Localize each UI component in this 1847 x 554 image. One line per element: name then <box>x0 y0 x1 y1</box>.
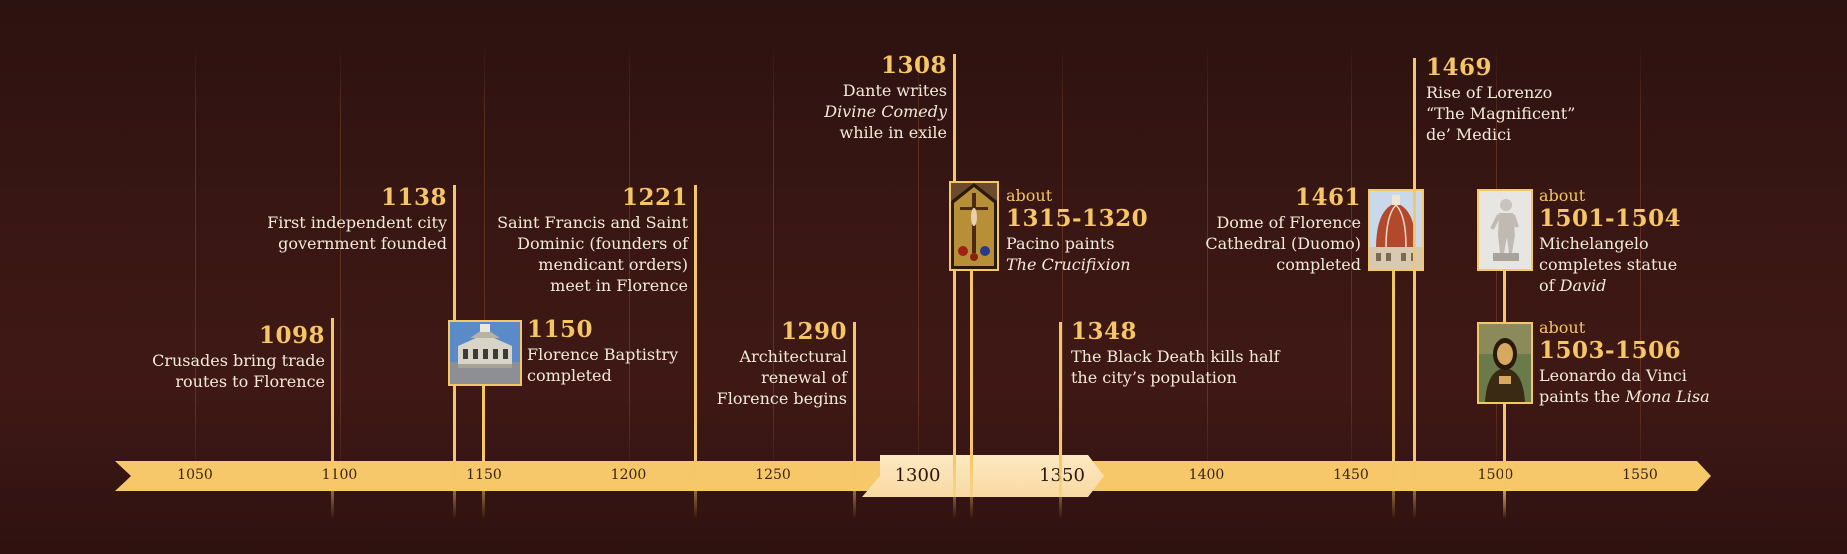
event-description-line: Dante writes <box>842 81 947 100</box>
tick-label: 1550 <box>1622 467 1658 483</box>
gridline <box>1206 40 1208 490</box>
tick-label: 1200 <box>610 467 647 483</box>
david-image <box>1477 189 1533 271</box>
event-description-line: Architectural <box>739 347 847 366</box>
event-description-line: Florence begins <box>716 389 847 408</box>
event-stem <box>1413 58 1416 519</box>
event-dante: 1308 Dante writes Divine Comedy while in ex… <box>824 52 947 143</box>
event-stem <box>482 372 485 519</box>
event-description-line: de’ Medici <box>1426 125 1512 144</box>
event-year: 1315-1320 <box>1006 205 1149 232</box>
event-architectural-renewal: 1290 Architectural renewal of Florence begi… <box>717 318 847 409</box>
event-description-line: Pacino paints <box>1006 234 1115 253</box>
mona-lisa-image <box>1477 322 1533 404</box>
gridline <box>484 40 485 490</box>
event-description-line: Leonardo da Vinci <box>1539 366 1687 385</box>
crucifixion-image <box>949 181 999 271</box>
event-year: 1221 <box>621 184 688 211</box>
gridline <box>1351 40 1352 490</box>
event-description-line: Saint Francis and Saint <box>497 213 688 232</box>
event-description-line: while in exile <box>839 123 948 142</box>
event-description-line: completed <box>527 366 612 385</box>
event-about: about <box>1539 318 1586 337</box>
event-description-line: “The Magnificent” <box>1426 104 1576 123</box>
baptistry-image <box>448 320 522 386</box>
tick-label: 1350 <box>1039 465 1085 486</box>
gridline <box>917 40 919 490</box>
event-year: 1501-1504 <box>1539 205 1682 232</box>
event-description-line: government founded <box>278 234 447 253</box>
event-stem <box>694 185 697 519</box>
gridline <box>339 40 341 490</box>
tick-label: 1450 <box>1333 467 1369 483</box>
event-francis-dominic: 1221 Saint Francis and Saint Dominic (foun… <box>497 184 688 296</box>
tick-label: 1250 <box>755 467 791 483</box>
event-description-line: Divine Comedy <box>824 102 947 121</box>
event-stem <box>1392 266 1395 519</box>
gridline <box>195 40 196 490</box>
event-david: about 1501-1504 Michelangelo completes stat… <box>1539 186 1681 296</box>
event-description-line: Dome of Florence <box>1216 213 1361 232</box>
event-about: about <box>1006 186 1053 205</box>
event-lorenzo: 1469 Rise of Lorenzo “The Magnificent” de’ … <box>1426 54 1575 145</box>
event-year: 1461 <box>1294 184 1361 211</box>
event-description-line: mendicant orders) <box>538 255 688 274</box>
event-mona-lisa: about 1503-1506 Leonardo da Vinci paints th… <box>1539 318 1710 407</box>
event-description-line: Dominic (founders of <box>517 234 688 253</box>
event-description-line: The Crucifixion <box>1006 255 1131 274</box>
gridline <box>1062 40 1063 490</box>
event-about: about <box>1539 186 1586 205</box>
event-crusades: 1098 Crusades bring trade routes to Floren… <box>152 322 325 392</box>
event-description-line: completes statue <box>1539 255 1678 274</box>
event-year: 1503-1506 <box>1539 337 1682 364</box>
event-year: 1098 <box>258 322 325 349</box>
tick-label: 1050 <box>177 467 213 483</box>
timeline-highlight-1300-1350 <box>862 455 1104 497</box>
event-stem <box>1503 400 1506 519</box>
event-description-line: Crusades bring trade <box>152 351 325 370</box>
event-description-line: Rise of Lorenzo <box>1426 83 1553 102</box>
event-description-line: Michelangelo <box>1539 234 1649 253</box>
event-description-line: the city’s population <box>1071 368 1237 387</box>
gridline <box>1640 40 1641 490</box>
event-description-line: The Black Death kills half <box>1071 347 1280 366</box>
event-description-line: completed <box>1276 255 1361 274</box>
event-year: 1308 <box>880 52 947 79</box>
event-description-line: First independent city <box>267 213 447 232</box>
event-stem <box>853 322 856 519</box>
tick-label: 1300 <box>894 465 941 486</box>
event-description-line: renewal of <box>761 368 847 387</box>
event-year: 1348 <box>1071 318 1138 345</box>
event-description-line: paints the Mona Lisa <box>1539 387 1710 406</box>
event-year: 1469 <box>1426 54 1493 81</box>
tick-label: 1400 <box>1188 467 1225 483</box>
event-year: 1290 <box>780 318 847 345</box>
event-description-line: routes to Florence <box>175 372 325 391</box>
event-stem <box>331 318 334 519</box>
event-description-line: of David <box>1539 276 1607 295</box>
gridline <box>773 40 774 490</box>
event-description-line: Florence Baptistry <box>527 345 679 364</box>
tick-label: 1500 <box>1477 467 1514 483</box>
event-independent-city: 1138 First independent city government fou… <box>267 184 447 254</box>
event-year: 1150 <box>527 316 594 343</box>
event-year: 1138 <box>380 184 447 211</box>
gridline <box>628 40 630 490</box>
event-stem <box>970 266 973 519</box>
event-black-death: 1348 The Black Death kills half the city’s… <box>1071 318 1280 388</box>
event-pacino: about 1315-1320 Pacino paints The Crucifixi… <box>1006 186 1148 275</box>
tick-label: 1100 <box>321 467 358 483</box>
event-duomo: 1461 Dome of Florence Cathedral (Duomo) com… <box>1205 184 1361 275</box>
event-description-line: Cathedral (Duomo) <box>1205 234 1361 253</box>
event-baptistry: 1150 Florence Baptistry completed <box>527 316 678 386</box>
event-stem <box>1059 322 1062 519</box>
event-description-line: meet in Florence <box>550 276 688 295</box>
